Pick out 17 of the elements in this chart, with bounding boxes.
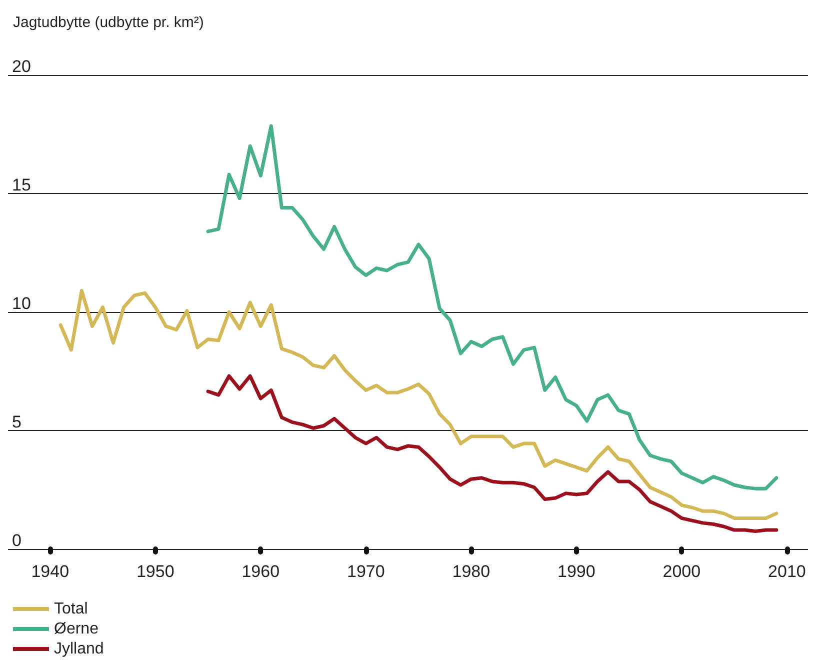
- x-tick-label: 1950: [136, 562, 174, 581]
- y-tick-label: 20: [12, 57, 31, 76]
- y-tick-label: 0: [12, 531, 22, 550]
- x-tick-label: 2010: [768, 562, 806, 581]
- x-tick-label: 1960: [242, 562, 280, 581]
- y-axis-title: Jagtudbytte (udbytte pr. km²): [13, 14, 204, 31]
- x-tick-label: 1970: [346, 562, 385, 581]
- y-tick-label: 5: [12, 412, 22, 432]
- y-tick-label: 15: [12, 176, 31, 194]
- x-tick-label: 1980: [452, 562, 490, 581]
- x-tick-label: 1990: [558, 562, 596, 581]
- x-tick-label: 2000: [662, 562, 701, 581]
- legend-label: Total: [54, 600, 88, 618]
- x-tick-label: 1940: [31, 562, 70, 581]
- y-tick-label: 10: [12, 294, 31, 313]
- legend-label: Øerne: [54, 620, 99, 638]
- legend-label: Jylland: [54, 640, 104, 658]
